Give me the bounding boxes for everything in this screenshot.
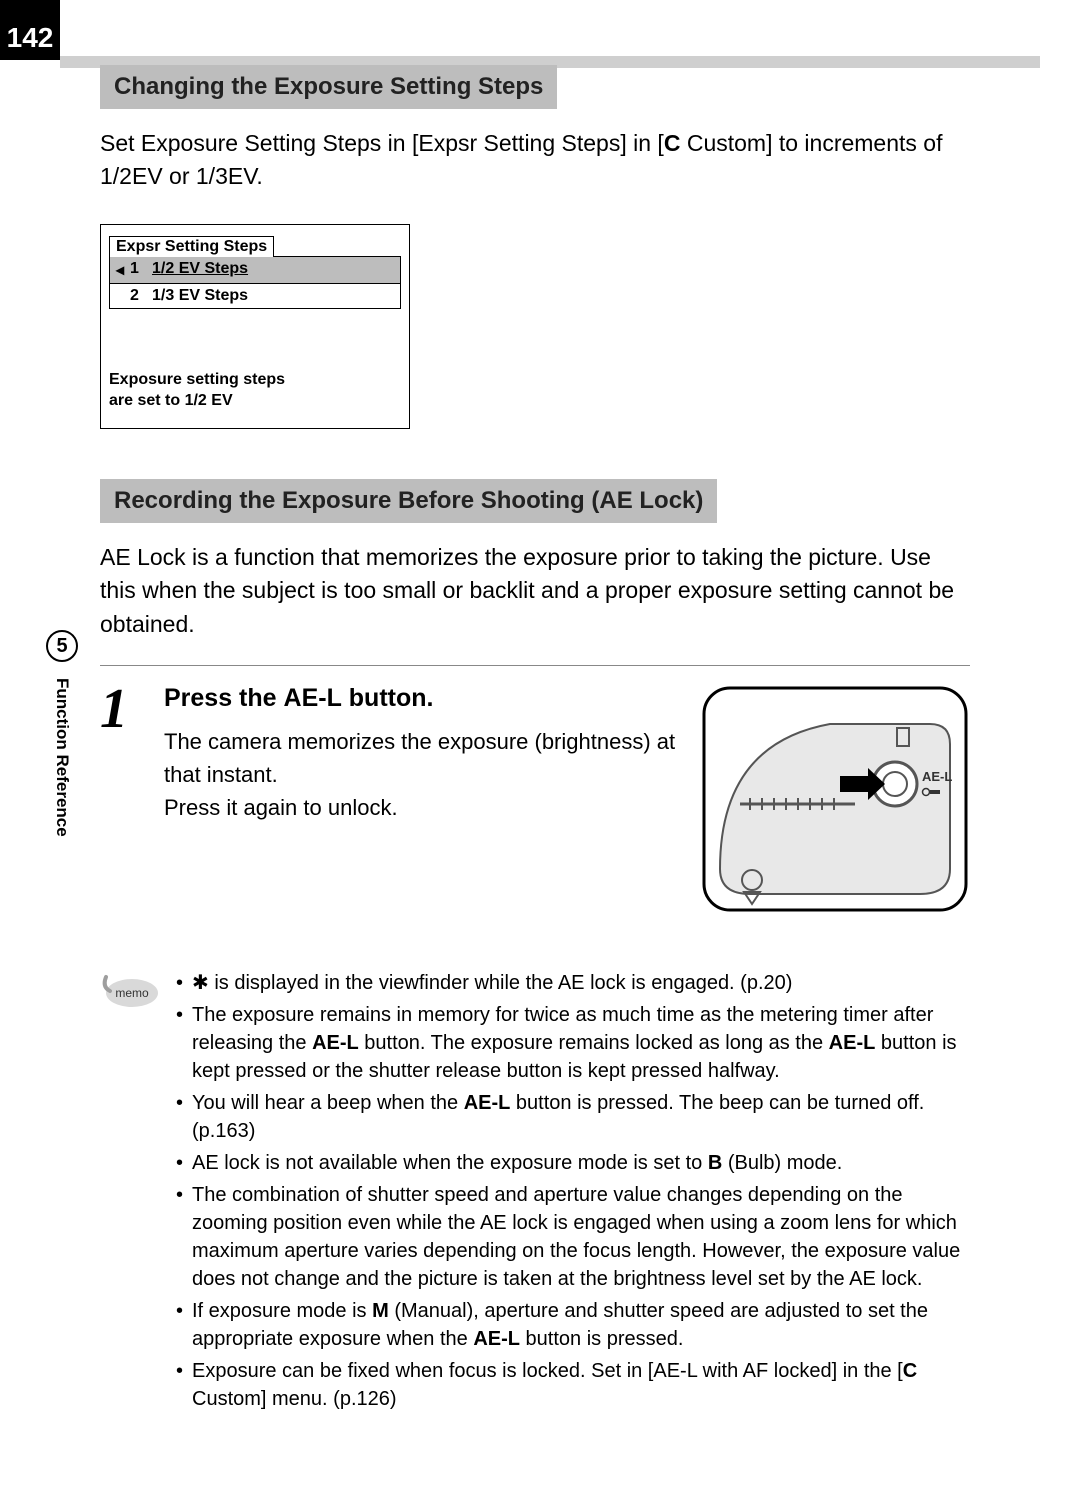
memo-block: memo ✱ is displayed in the viewfinder wh…: [100, 969, 970, 1417]
memo-item: AE lock is not available when the exposu…: [176, 1149, 970, 1177]
chapter-number: 5: [46, 630, 78, 662]
step-text: The camera memorizes the exposure (brigh…: [164, 725, 682, 824]
text: Set Exposure Setting Steps in [Expsr Set…: [100, 130, 664, 156]
chapter-label: Function Reference: [52, 678, 72, 837]
menu-item-selected: ◂ 1 1/2 EV Steps: [110, 257, 400, 284]
text: are set to 1/2 EV: [109, 390, 401, 412]
memo-item: The exposure remains in memory for twice…: [176, 1001, 970, 1085]
text-bold: AE-L: [312, 1032, 359, 1054]
menu-info: Exposure setting steps are set to 1/2 EV: [109, 369, 401, 412]
section-title: Changing the Exposure Setting Steps: [100, 65, 557, 109]
menu-item: 2 1/3 EV Steps: [110, 284, 400, 308]
section2-body: AE Lock is a function that memorizes the…: [100, 541, 970, 641]
step-number: 1: [100, 684, 146, 919]
text: button.: [342, 684, 434, 712]
left-arrow-icon: ◂: [116, 260, 130, 280]
text-bold: AE-L: [473, 1328, 520, 1350]
text-bold: AE-L: [464, 1092, 511, 1114]
section-title: Recording the Exposure Before Shooting (…: [100, 479, 717, 523]
item-label: 1/2 EV Steps: [152, 260, 248, 280]
text-bold: AE-L: [284, 684, 342, 712]
text-bold: B: [708, 1152, 722, 1174]
memo-icon: memo: [100, 971, 160, 1417]
chapter-side-tab: 5 Function Reference: [46, 630, 78, 837]
text: Press the: [164, 684, 284, 712]
section-ae-lock: Recording the Exposure Before Shooting (…: [100, 479, 970, 1417]
memo-item: You will hear a beep when the AE-L butto…: [176, 1089, 970, 1145]
text: Press it again to unlock.: [164, 791, 682, 824]
section1-body: Set Exposure Setting Steps in [Expsr Set…: [100, 127, 970, 194]
menu-tab: Expsr Setting Steps: [109, 236, 274, 257]
memo-item: Exposure can be fixed when focus is lock…: [176, 1357, 970, 1413]
item-label: 1/3 EV Steps: [152, 287, 248, 305]
memo-item: If exposure mode is M (Manual), aperture…: [176, 1297, 970, 1353]
step-1: 1 Press the AE-L button. The camera memo…: [100, 665, 970, 919]
ae-l-label: AE-L: [922, 769, 952, 784]
memo-list: ✱ is displayed in the viewfinder while t…: [176, 969, 970, 1417]
page-number-tab: 142: [0, 0, 60, 60]
camera-lcd-menu: Expsr Setting Steps ◂ 1 1/2 EV Steps 2 1…: [100, 224, 410, 429]
item-num: 2: [130, 287, 152, 305]
step-title: Press the AE-L button.: [164, 684, 682, 713]
text: Exposure setting steps: [109, 369, 401, 391]
text-bold: C: [664, 130, 681, 156]
svg-text:memo: memo: [115, 986, 149, 1000]
text-bold: M: [372, 1300, 389, 1322]
camera-illustration: AE-L: [700, 684, 970, 919]
menu-list: ◂ 1 1/2 EV Steps 2 1/3 EV Steps: [109, 256, 401, 309]
spacer: [116, 287, 130, 305]
item-num: 1: [130, 260, 152, 280]
text-bold: AE-L: [829, 1032, 876, 1054]
page-content: Changing the Exposure Setting Steps Set …: [100, 65, 970, 1417]
section-exposure-steps: Changing the Exposure Setting Steps Set …: [100, 65, 970, 429]
step-body: Press the AE-L button. The camera memori…: [164, 684, 682, 919]
page: 142 5 Function Reference Changing the Ex…: [0, 0, 1080, 1504]
text-bold: C: [903, 1360, 917, 1382]
text: The camera memorizes the exposure (brigh…: [164, 725, 682, 791]
memo-item: The combination of shutter speed and ape…: [176, 1181, 970, 1293]
memo-item: ✱ is displayed in the viewfinder while t…: [176, 969, 970, 997]
